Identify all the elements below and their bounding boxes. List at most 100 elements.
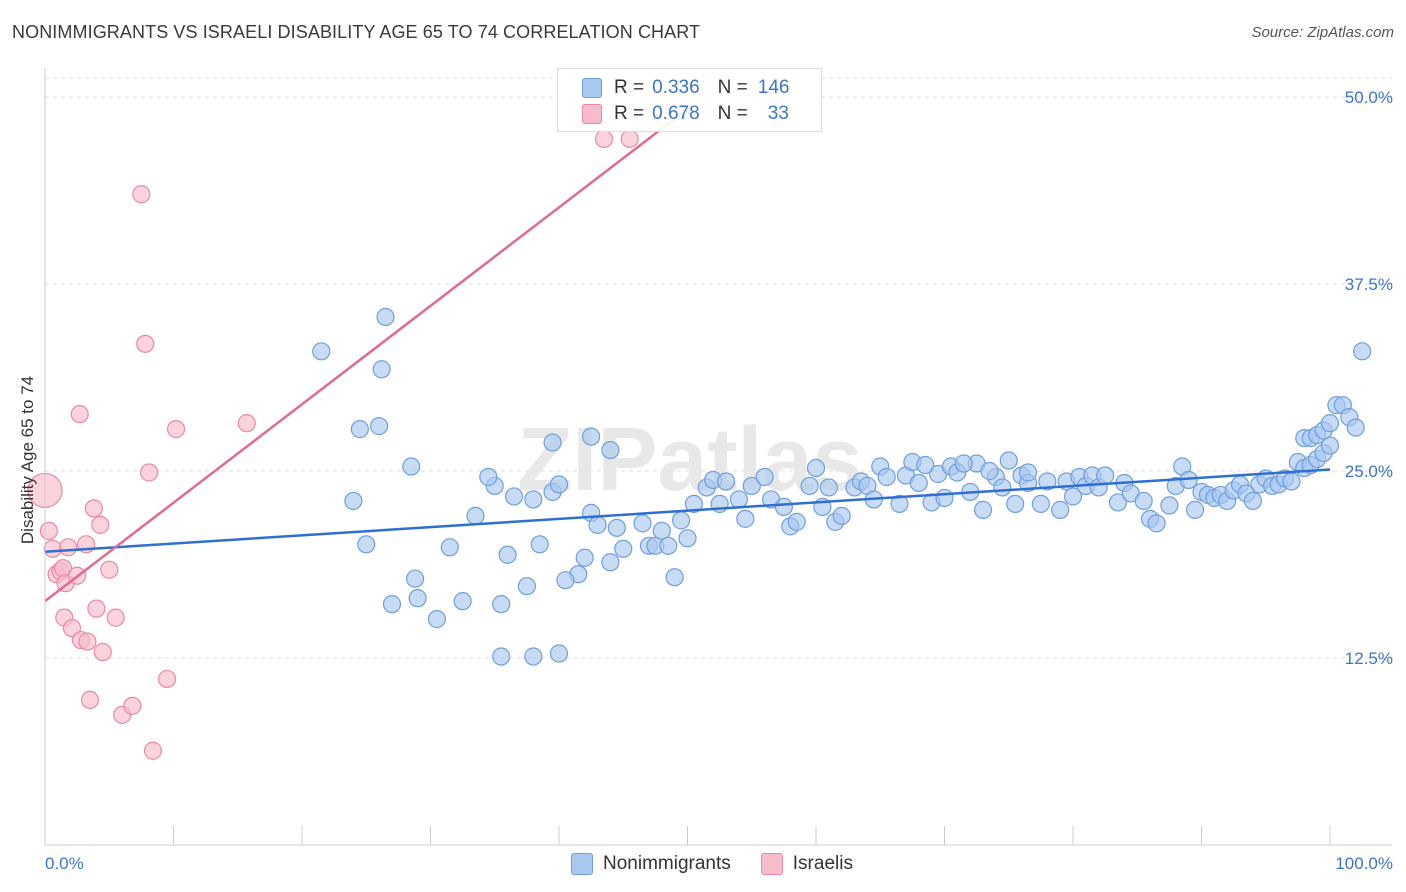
israelis-point[interactable] xyxy=(80,690,100,709)
israelis-point[interactable] xyxy=(87,599,106,618)
nonimmigrants-point[interactable] xyxy=(774,497,793,517)
nonimmigrants-point[interactable] xyxy=(1096,466,1115,485)
nonimmigrants-point[interactable] xyxy=(716,472,736,491)
nonimmigrants-point[interactable] xyxy=(1038,472,1057,491)
nonimmigrants-point[interactable] xyxy=(1147,514,1166,533)
nonimmigrants-point[interactable] xyxy=(736,509,755,528)
nonimmigrants-point[interactable] xyxy=(530,535,549,554)
nonimmigrants-point[interactable] xyxy=(1051,500,1070,519)
nonimmigrants-point[interactable] xyxy=(453,592,472,611)
nonimmigrants-point[interactable] xyxy=(492,595,511,614)
nonimmigrants-point[interactable] xyxy=(993,478,1012,497)
israelis-point[interactable] xyxy=(166,420,186,439)
nonimmigrants-point[interactable] xyxy=(575,548,594,567)
nonimmigrants-point[interactable] xyxy=(806,458,826,478)
nonimmigrants-point[interactable] xyxy=(1320,414,1340,433)
nonimmigrants-point[interactable] xyxy=(408,589,427,608)
israelis-point[interactable] xyxy=(157,669,177,689)
nonimmigrants-point[interactable] xyxy=(312,342,331,361)
nonimmigrants-point[interactable] xyxy=(787,512,806,531)
nonimmigrants-point[interactable] xyxy=(819,478,838,497)
israelis-point[interactable] xyxy=(594,129,614,148)
nonimmigrants-point[interactable] xyxy=(344,491,363,511)
nonimmigrants-point[interactable] xyxy=(1063,487,1083,506)
nonimmigrants-point[interactable] xyxy=(582,427,601,446)
nonimmigrants-point[interactable] xyxy=(466,506,485,525)
nonimmigrants-point[interactable] xyxy=(1185,500,1205,519)
nonimmigrants-point[interactable] xyxy=(1243,491,1263,511)
nonimmigrants-point[interactable] xyxy=(601,440,620,460)
israelis-point[interactable] xyxy=(39,521,58,540)
nonimmigrants-point[interactable] xyxy=(877,467,896,487)
nonimmigrants-point[interactable] xyxy=(479,467,498,487)
nonimmigrants-point[interactable] xyxy=(549,644,569,663)
nonimmigrants-point[interactable] xyxy=(665,568,684,587)
nonimmigrants-point[interactable] xyxy=(755,467,774,487)
nonimmigrants-point[interactable] xyxy=(427,610,447,629)
israelis-point[interactable] xyxy=(43,539,62,558)
nonimmigrants-point[interactable] xyxy=(556,571,575,590)
nonimmigrants-point[interactable] xyxy=(376,307,395,327)
bottom-legend-item-israelis[interactable]: Israelis xyxy=(760,853,853,875)
nonimmigrants-point[interactable] xyxy=(935,488,954,508)
israelis-point[interactable] xyxy=(84,499,103,518)
nonimmigrants-point[interactable] xyxy=(916,455,935,475)
nonimmigrants-point[interactable] xyxy=(832,506,851,525)
nonimmigrants-point[interactable] xyxy=(517,577,536,596)
israelis-point[interactable] xyxy=(123,696,142,715)
nonimmigrants-point[interactable] xyxy=(614,539,633,558)
nonimmigrants-point[interactable] xyxy=(890,494,909,514)
nonimmigrants-point[interactable] xyxy=(633,514,652,533)
nonimmigrants-point[interactable] xyxy=(999,451,1018,470)
israelis-point[interactable] xyxy=(106,608,125,627)
nonimmigrants-point[interactable] xyxy=(492,647,511,666)
nonimmigrants-point[interactable] xyxy=(524,647,543,666)
nonimmigrants-point[interactable] xyxy=(607,518,626,537)
nonimmigrants-point[interactable] xyxy=(652,521,671,540)
nonimmigrants-point[interactable] xyxy=(800,476,819,496)
nonimmigrants-point[interactable] xyxy=(370,417,389,436)
nonimmigrants-point[interactable] xyxy=(1031,494,1050,514)
nonimmigrants-point[interactable] xyxy=(498,545,517,564)
nonimmigrants-point[interactable] xyxy=(742,476,761,496)
nonimmigrants-point[interactable] xyxy=(549,475,569,494)
israelis-point[interactable] xyxy=(78,632,97,651)
nonimmigrants-point[interactable] xyxy=(1134,491,1153,511)
nonimmigrants-point[interactable] xyxy=(684,494,704,514)
nonimmigrants-point[interactable] xyxy=(350,420,369,439)
nonimmigrants-point[interactable] xyxy=(1353,342,1372,361)
nonimmigrants-point[interactable] xyxy=(954,454,973,473)
nonimmigrants-point[interactable] xyxy=(440,538,459,557)
nonimmigrants-point[interactable] xyxy=(1006,494,1025,514)
nonimmigrants-point[interactable] xyxy=(1018,463,1038,482)
nonimmigrants-point[interactable] xyxy=(729,490,749,509)
israelis-point[interactable] xyxy=(70,405,89,424)
nonimmigrants-point[interactable] xyxy=(1160,496,1179,515)
israelis-point[interactable] xyxy=(139,463,159,482)
israelis-point[interactable] xyxy=(620,129,639,148)
nonimmigrants-point[interactable] xyxy=(588,515,607,534)
israelis-point[interactable] xyxy=(143,741,163,760)
nonimmigrants-point[interactable] xyxy=(543,433,562,452)
nonimmigrants-point[interactable] xyxy=(659,536,678,555)
nonimmigrants-point[interactable] xyxy=(524,490,543,509)
nonimmigrants-point[interactable] xyxy=(973,500,993,519)
nonimmigrants-point[interactable] xyxy=(357,535,376,554)
israelis-point[interactable] xyxy=(100,560,119,579)
nonimmigrants-point[interactable] xyxy=(372,360,391,379)
israelis-point[interactable] xyxy=(91,515,110,534)
israelis-point[interactable] xyxy=(93,642,112,662)
nonimmigrants-point[interactable] xyxy=(504,487,524,506)
nonimmigrants-point[interactable] xyxy=(1346,418,1365,437)
israelis-point[interactable] xyxy=(59,538,78,557)
israelis-point[interactable] xyxy=(132,185,151,204)
nonimmigrants-point[interactable] xyxy=(980,461,999,481)
nonimmigrants-point[interactable] xyxy=(1108,493,1128,512)
nonimmigrants-point[interactable] xyxy=(909,473,928,493)
nonimmigrants-point[interactable] xyxy=(601,553,620,572)
nonimmigrants-point[interactable] xyxy=(402,457,421,476)
israelis-point[interactable] xyxy=(237,414,256,433)
nonimmigrants-point[interactable] xyxy=(382,595,402,614)
nonimmigrants-point[interactable] xyxy=(671,511,691,530)
bottom-legend-item-nonimmigrants[interactable]: Nonimmigrants xyxy=(571,853,731,875)
